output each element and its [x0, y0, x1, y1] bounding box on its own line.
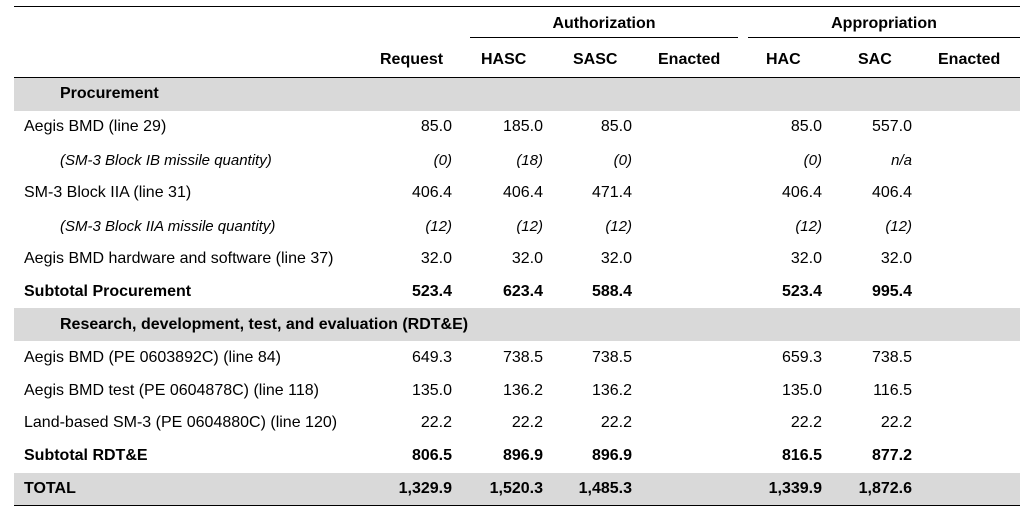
cell-hac: (12): [795, 217, 822, 235]
authorization-group-header: Authorization: [552, 15, 656, 32]
cell-hasc: 738.5: [502, 348, 543, 366]
row-label: Subtotal RDT&E: [24, 447, 148, 465]
cell-hasc: 185.0: [502, 118, 543, 136]
table-row: Aegis BMD hardware and software (line 37…: [14, 243, 1020, 276]
cell-request: 22.2: [420, 414, 452, 432]
cell-sasc: 588.4: [591, 282, 632, 300]
section-header-row: Procurement: [14, 78, 1020, 111]
column-header-sac: SAC: [858, 51, 892, 68]
cell-hasc: 896.9: [502, 447, 543, 465]
cell-request: 135.0: [411, 381, 452, 399]
cell-hac: 406.4: [781, 184, 822, 202]
header-bottom-rule: [14, 77, 1020, 78]
cell-hac: 523.4: [781, 282, 822, 300]
cell-request: 649.3: [411, 348, 452, 366]
table-row: Aegis BMD test (PE 0604878C) (line 118) 1…: [14, 374, 1020, 407]
total-row: TOTAL 1,329.9 1,520.3 1,485.3 1,339.9 1,872.6: [14, 472, 1020, 506]
cell-hac: 135.0: [781, 381, 822, 399]
cell-hac: 816.5: [781, 447, 822, 465]
subtotal-row: Subtotal Procurement 523.4 623.4 588.4 523.4…: [14, 275, 1020, 308]
row-label: SM-3 Block IIA (line 31): [24, 184, 192, 202]
column-header-hasc: HASC: [481, 51, 527, 68]
row-label: Land-based SM-3 (PE 0604880C) (line 120): [24, 414, 338, 432]
cell-sac: 32.0: [880, 249, 912, 267]
table-row: Aegis BMD (line 29) 85.0 185.0 85.0 85.0 557.…: [14, 111, 1020, 144]
section-header-row: Research, development, test, and evaluat…: [14, 308, 1020, 342]
cell-hasc: 406.4: [502, 184, 543, 202]
cell-hasc: 22.2: [511, 414, 543, 432]
cell-sac: 116.5: [873, 381, 912, 399]
cell-hasc: 1,520.3: [489, 480, 543, 498]
table-row: (SM-3 Block IIA missile quantity) (12) (12…: [14, 210, 1020, 243]
cell-hac: 22.2: [790, 414, 822, 432]
column-header-hac: HAC: [766, 51, 801, 68]
cell-sasc: 896.9: [591, 447, 632, 465]
cell-hasc: 32.0: [511, 249, 543, 267]
cell-hasc: 623.4: [502, 282, 543, 300]
cell-request: (12): [425, 217, 452, 235]
cell-sac: 738.5: [871, 348, 912, 366]
table-row: Aegis BMD (PE 0603892C) (line 84) 649.3 73…: [14, 341, 1020, 374]
appropriation-group-rule: [748, 37, 1020, 38]
cell-sasc: 738.5: [591, 348, 632, 366]
table-row: Land-based SM-3 (PE 0604880C) (line 120)…: [14, 407, 1020, 440]
cell-sasc: 85.0: [600, 118, 632, 136]
subtotal-row: Subtotal RDT&E 806.5 896.9 896.9 816.5 877.2: [14, 440, 1020, 473]
row-label: (SM-3 Block IIA missile quantity): [60, 217, 276, 235]
cell-sasc: (12): [605, 217, 632, 235]
cell-sac: 22.2: [880, 414, 912, 432]
table-top-rule: [14, 6, 1020, 7]
cell-sac: n/a: [891, 151, 912, 169]
appropriation-group-header: Appropriation: [831, 15, 937, 32]
cell-hasc: (18): [516, 151, 543, 169]
cell-sac: 1,872.6: [858, 480, 912, 498]
cell-sasc: 22.2: [600, 414, 632, 432]
cell-sasc: 1,485.3: [578, 480, 632, 498]
cell-request: (0): [433, 151, 452, 169]
cell-hac: 32.0: [790, 249, 822, 267]
cell-request: 806.5: [411, 447, 452, 465]
row-label: TOTAL: [24, 480, 76, 498]
column-header-sasc: SASC: [573, 51, 618, 68]
cell-sac: 406.4: [871, 184, 912, 202]
table-bottom-rule: [14, 505, 1020, 506]
section-title: Research, development, test, and evaluat…: [60, 315, 469, 333]
row-label: Subtotal Procurement: [24, 282, 192, 300]
row-label: Aegis BMD (line 29): [24, 118, 167, 136]
column-header-appropriation-enacted: Enacted: [938, 51, 1001, 68]
row-label: Aegis BMD hardware and software (line 37…: [24, 249, 334, 267]
cell-sasc: 32.0: [600, 249, 632, 267]
cell-sasc: (0): [613, 151, 632, 169]
cell-sac: 995.4: [871, 282, 912, 300]
cell-sac: 557.0: [871, 118, 912, 136]
cell-sasc: 471.4: [591, 184, 632, 202]
cell-hac: 85.0: [790, 118, 822, 136]
authorization-group-rule: [470, 37, 738, 38]
row-label: Aegis BMD test (PE 0604878C) (line 118): [24, 381, 319, 399]
cell-request: 1,329.9: [398, 480, 452, 498]
cell-hac: 1,339.9: [768, 480, 822, 498]
cell-hasc: 136.2: [502, 381, 543, 399]
cell-request: 406.4: [411, 184, 452, 202]
table-row: (SM-3 Block IB missile quantity) (0) (18) (…: [14, 144, 1020, 177]
row-label: (SM-3 Block IB missile quantity): [60, 151, 272, 169]
row-label: Aegis BMD (PE 0603892C) (line 84): [24, 348, 282, 366]
cell-request: 85.0: [420, 118, 452, 136]
cell-hac: 659.3: [781, 348, 822, 366]
cell-sac: (12): [885, 217, 912, 235]
cell-hasc: (12): [516, 217, 543, 235]
cell-request: 32.0: [420, 249, 452, 267]
cell-sac: 877.2: [871, 447, 912, 465]
section-title: Procurement: [60, 85, 159, 103]
cell-hac: (0): [803, 151, 822, 169]
column-header-authorization-enacted: Enacted: [658, 51, 721, 68]
column-header-request: Request: [380, 51, 444, 68]
cell-sasc: 136.2: [591, 381, 632, 399]
cell-request: 523.4: [411, 282, 452, 300]
table-row: SM-3 Block IIA (line 31) 406.4 406.4 471.4 4…: [14, 177, 1020, 210]
